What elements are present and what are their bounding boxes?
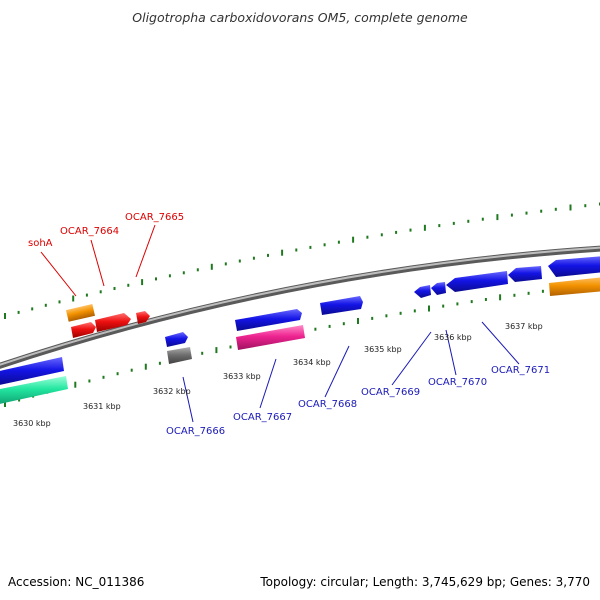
gene-blue-edge[interactable] [548, 256, 600, 277]
leader-OCAR-7665 [135, 224, 156, 278]
gene-labels: sohA OCAR_7664 OCAR_7665 OCAR_7666 OCAR_… [28, 212, 550, 437]
gene-blue-long-3636[interactable] [446, 271, 508, 292]
gene-track-forward [65, 256, 600, 347]
gene-blue-arrow-3636b[interactable] [431, 282, 446, 295]
label-leader-lines [40, 224, 520, 423]
kbp-label: 3630 kbp [13, 419, 51, 428]
gene-label-sohA[interactable]: sohA [28, 238, 53, 249]
gene-blue-arrow-3636a[interactable] [414, 285, 431, 298]
gene-green-left-edge[interactable] [0, 376, 68, 405]
leader-OCAR-7670 [445, 329, 457, 376]
leader-OCAR-7671 [481, 321, 520, 365]
gene-OCAR-7664[interactable] [95, 313, 131, 332]
gene-label-OCAR-7669[interactable]: OCAR_7669 [361, 387, 420, 398]
gene-pink-3633[interactable] [236, 325, 305, 350]
gene-label-OCAR-7671[interactable]: OCAR_7671 [491, 365, 550, 376]
leader-OCAR-7669 [391, 331, 432, 386]
gene-orange-edge[interactable] [549, 277, 600, 296]
gene-label-OCAR-7666[interactable]: OCAR_7666 [166, 426, 225, 437]
map-title: Oligotropha carboxidovorans OM5, complet… [132, 10, 468, 25]
gene-blue-large-3633[interactable] [235, 309, 302, 331]
leader-sohA [40, 251, 77, 297]
gene-sohA[interactable] [71, 322, 96, 338]
kbp-label: 3632 kbp [153, 387, 191, 396]
kbp-label: 3633 kbp [223, 372, 261, 381]
leader-OCAR-7666 [182, 376, 194, 423]
kbp-label: 3637 kbp [505, 322, 543, 331]
leader-OCAR-7664 [90, 239, 105, 287]
gene-blue-small-3632[interactable] [165, 332, 188, 347]
gene-orange-sohA-region[interactable] [65, 304, 95, 322]
gene-gray-3632[interactable] [167, 347, 192, 364]
kbp-label: 3631 kbp [83, 402, 121, 411]
kbp-scale-labels: 3630 kbp 3631 kbp 3632 kbp 3633 kbp 3634… [13, 322, 543, 428]
gene-OCAR-7665[interactable] [136, 311, 150, 324]
accession-text: Accession: NC_011386 [8, 575, 144, 589]
genome-summary-text: Topology: circular; Length: 3,745,629 bp… [259, 575, 590, 589]
leader-OCAR-7668 [324, 345, 350, 398]
gene-label-OCAR-7667[interactable]: OCAR_7667 [233, 412, 292, 423]
lower-tick-track [4, 282, 600, 407]
gene-label-OCAR-7665[interactable]: OCAR_7665 [125, 212, 184, 223]
gene-label-OCAR-7664[interactable]: OCAR_7664 [60, 226, 119, 237]
kbp-label: 3635 kbp [364, 345, 402, 354]
upper-tick-track [4, 202, 600, 319]
gene-track-reverse [0, 277, 600, 405]
genome-backbone-highlight [0, 246, 600, 366]
gene-label-OCAR-7668[interactable]: OCAR_7668 [298, 399, 357, 410]
kbp-label: 3636 kbp [434, 333, 472, 342]
gene-blue-left-edge[interactable] [0, 357, 64, 386]
gene-blue-3634[interactable] [320, 296, 363, 315]
kbp-label: 3634 kbp [293, 358, 331, 367]
leader-OCAR-7667 [259, 358, 277, 409]
gene-blue-3637[interactable] [508, 266, 542, 282]
gene-label-OCAR-7670[interactable]: OCAR_7670 [428, 377, 487, 388]
